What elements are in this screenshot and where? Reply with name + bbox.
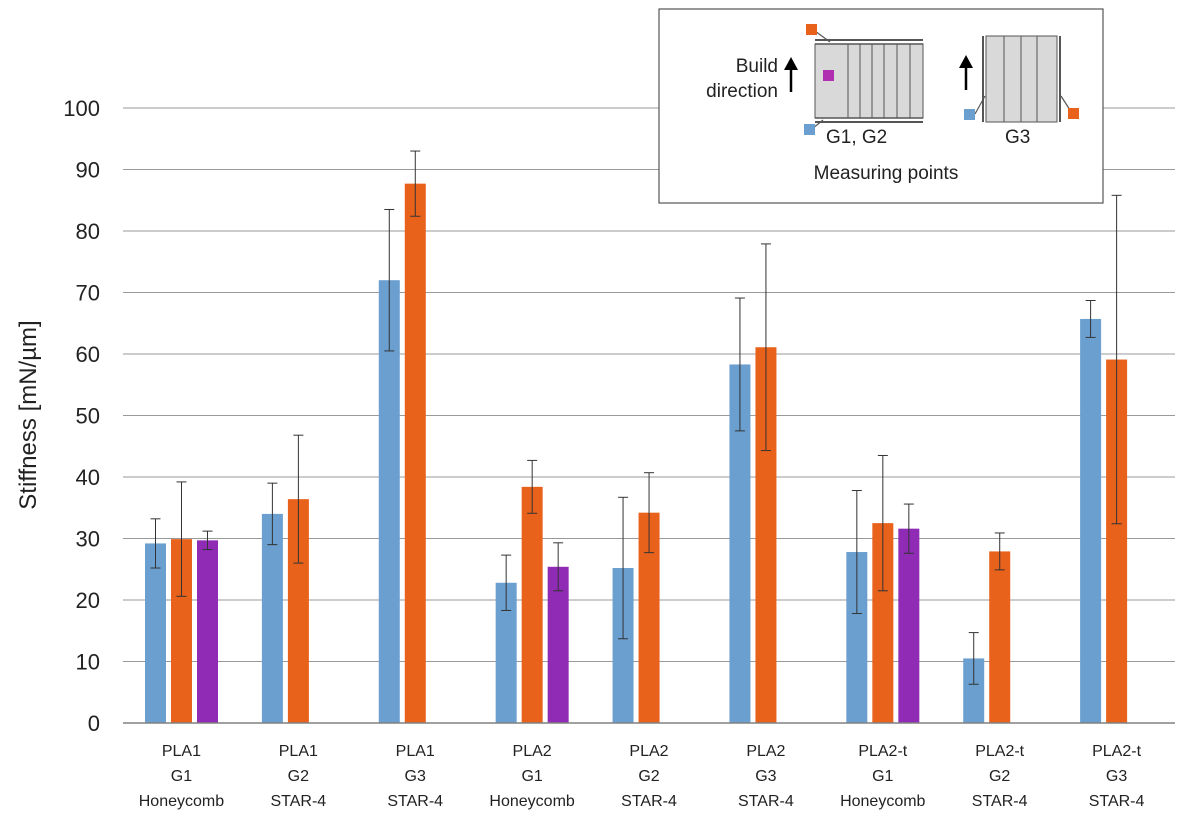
bar-purple (898, 528, 920, 723)
x-category-label: PLA1 (162, 743, 201, 760)
x-category-label: G3 (1106, 768, 1127, 785)
y-tick-label: 80 (76, 219, 100, 244)
x-category-label: Honeycomb (139, 793, 224, 810)
y-tick-label: 0 (88, 711, 100, 736)
legend-g1-g2-label: G1, G2 (826, 127, 887, 148)
bar-orange (755, 347, 777, 723)
bar-orange (872, 523, 894, 723)
legend-build-line1: Build (736, 56, 778, 77)
x-category-label: STAR-4 (972, 793, 1028, 810)
bar-blue (495, 582, 517, 723)
x-category-label: G1 (171, 768, 192, 785)
error-bars (150, 150, 1122, 685)
x-category-label: PLA2-t (975, 743, 1024, 760)
x-category-label: STAR-4 (270, 793, 326, 810)
y-tick-label: 30 (76, 527, 100, 552)
legend-build-line2: direction (706, 81, 778, 102)
y-tick-label: 50 (76, 404, 100, 429)
bar-orange (171, 539, 192, 723)
measuring-point-blue-bottom (804, 124, 815, 135)
y-tick-label: 40 (76, 465, 100, 490)
y-tick-label: 70 (76, 281, 100, 306)
x-category-label: STAR-4 (387, 793, 443, 810)
y-tick-labels: 0 10 20 30 40 50 60 70 80 90 100 (63, 96, 100, 736)
bars (145, 183, 1128, 723)
bar-purple (197, 540, 218, 723)
x-category-label: G3 (755, 768, 776, 785)
build-direction-arrow-icon (784, 57, 798, 92)
bar-blue (261, 513, 283, 723)
x-category-label: STAR-4 (1089, 793, 1145, 810)
bar-blue (612, 568, 634, 723)
x-category-labels: PLA1 G1 Honeycomb PLA1 G2 STAR-4 PLA1 G3 STAR-4 P… (139, 743, 1145, 810)
bar-orange (989, 551, 1011, 723)
x-category-label: PLA1 (279, 743, 318, 760)
x-category-label: STAR-4 (621, 793, 677, 810)
legend-measuring-points: Build direction G1, G2 (658, 8, 1104, 204)
bar-blue (963, 658, 985, 723)
legend-g3-label: G3 (1005, 127, 1030, 148)
bar-blue (378, 280, 400, 723)
x-category-label: G3 (405, 768, 426, 785)
build-direction-arrow-icon (959, 55, 973, 90)
x-category-label: PLA2 (513, 743, 552, 760)
bar-blue (846, 552, 868, 723)
x-category-label: PLA2-t (1092, 743, 1141, 760)
x-category-label: G2 (288, 768, 309, 785)
y-tick-label: 90 (76, 158, 100, 183)
x-category-label: PLA1 (396, 743, 435, 760)
x-category-label: G1 (521, 768, 542, 785)
x-category-label: STAR-4 (738, 793, 794, 810)
x-category-label: Honeycomb (840, 793, 925, 810)
bar-blue (145, 543, 166, 723)
measuring-point-orange-right (1068, 108, 1079, 119)
specimen-g3-icon (982, 35, 1061, 123)
bar-purple (547, 566, 569, 723)
x-category-label: PLA2 (629, 743, 668, 760)
bar-orange (638, 512, 660, 723)
bar-blue (1080, 318, 1102, 723)
bar-orange (521, 486, 543, 723)
x-category-label: PLA2-t (858, 743, 907, 760)
x-category-label: PLA2 (746, 743, 785, 760)
x-category-label: Honeycomb (489, 793, 574, 810)
y-tick-label: 100 (63, 96, 100, 121)
specimen-g1-g2-icon (814, 39, 924, 123)
x-category-label: G2 (989, 768, 1010, 785)
bar-orange (287, 499, 309, 723)
y-tick-label: 10 (76, 650, 100, 675)
measuring-point-orange-top (806, 24, 817, 35)
x-category-label: G1 (872, 768, 893, 785)
y-tick-label: 60 (76, 342, 100, 367)
measuring-point-purple-center (823, 70, 834, 81)
bar-orange (1106, 359, 1128, 723)
y-axis-title: Stiffness [mN/µm] (15, 320, 42, 509)
legend-caption: Measuring points (814, 163, 959, 184)
bar-blue (729, 364, 751, 723)
bar-orange (404, 183, 426, 723)
x-category-label: G2 (638, 768, 659, 785)
y-tick-label: 20 (76, 588, 100, 613)
measuring-point-blue-left (964, 109, 975, 120)
